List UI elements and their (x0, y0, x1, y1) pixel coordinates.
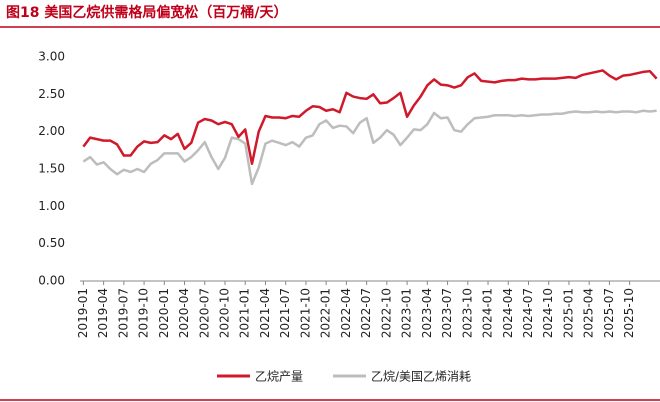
x-tick-label: 2022-04 (339, 288, 353, 338)
x-tick-label: 2025-04 (582, 288, 596, 338)
y-tick-label: 2.50 (38, 87, 65, 101)
x-tick-label: 2019-07 (116, 288, 130, 338)
chart-title: 图18 美国乙烷供需格局偏宽松（百万桶/天） (6, 4, 287, 21)
x-tick-label: 2021-07 (278, 288, 292, 338)
x-tick-label: 2019-10 (137, 288, 151, 338)
x-tick-label: 2022-01 (319, 288, 333, 338)
y-tick-label: 0.00 (38, 274, 65, 288)
y-tick-label: 2.00 (38, 124, 65, 138)
x-tick-label: 2019-04 (96, 288, 110, 338)
x-tick-label: 2024-07 (521, 288, 535, 338)
x-tick-label: 2024-01 (481, 288, 495, 338)
y-tick-label: 0.50 (38, 236, 65, 250)
series-line (82, 109, 657, 186)
legend-label: 乙烷/美国乙烯消耗 (371, 370, 471, 384)
x-tick-label: 2020-10 (218, 288, 232, 338)
x-tick-label: 2019-01 (76, 288, 90, 338)
y-tick-label: 3.00 (38, 50, 65, 64)
x-tick-label: 2021-01 (238, 288, 252, 338)
x-tick-label: 2023-07 (440, 288, 454, 338)
x-tick-label: 2021-04 (258, 288, 272, 338)
series-line (82, 69, 658, 166)
x-tick-label: 2024-10 (541, 288, 555, 338)
x-tick-label: 2022-10 (379, 288, 393, 338)
x-tick-label: 2023-04 (420, 288, 434, 338)
x-tick-label: 2020-07 (197, 288, 211, 338)
x-tick-label: 2020-04 (177, 288, 191, 338)
x-tick-label: 2020-01 (157, 288, 171, 338)
y-tick-label: 1.50 (38, 162, 65, 176)
x-tick-label: 2024-04 (501, 288, 515, 338)
x-tick-label: 2022-07 (359, 288, 373, 338)
legend-label: 乙烷产量 (255, 370, 303, 384)
x-tick-label: 2023-01 (400, 288, 414, 338)
x-tick-label: 2023-10 (460, 288, 474, 338)
x-tick-label: 2025-01 (561, 288, 575, 338)
x-tick-label: 2025-10 (622, 288, 636, 338)
x-tick-label: 2021-10 (298, 288, 312, 338)
y-tick-label: 1.00 (38, 199, 65, 213)
x-tick-label: 2025-07 (602, 288, 616, 338)
